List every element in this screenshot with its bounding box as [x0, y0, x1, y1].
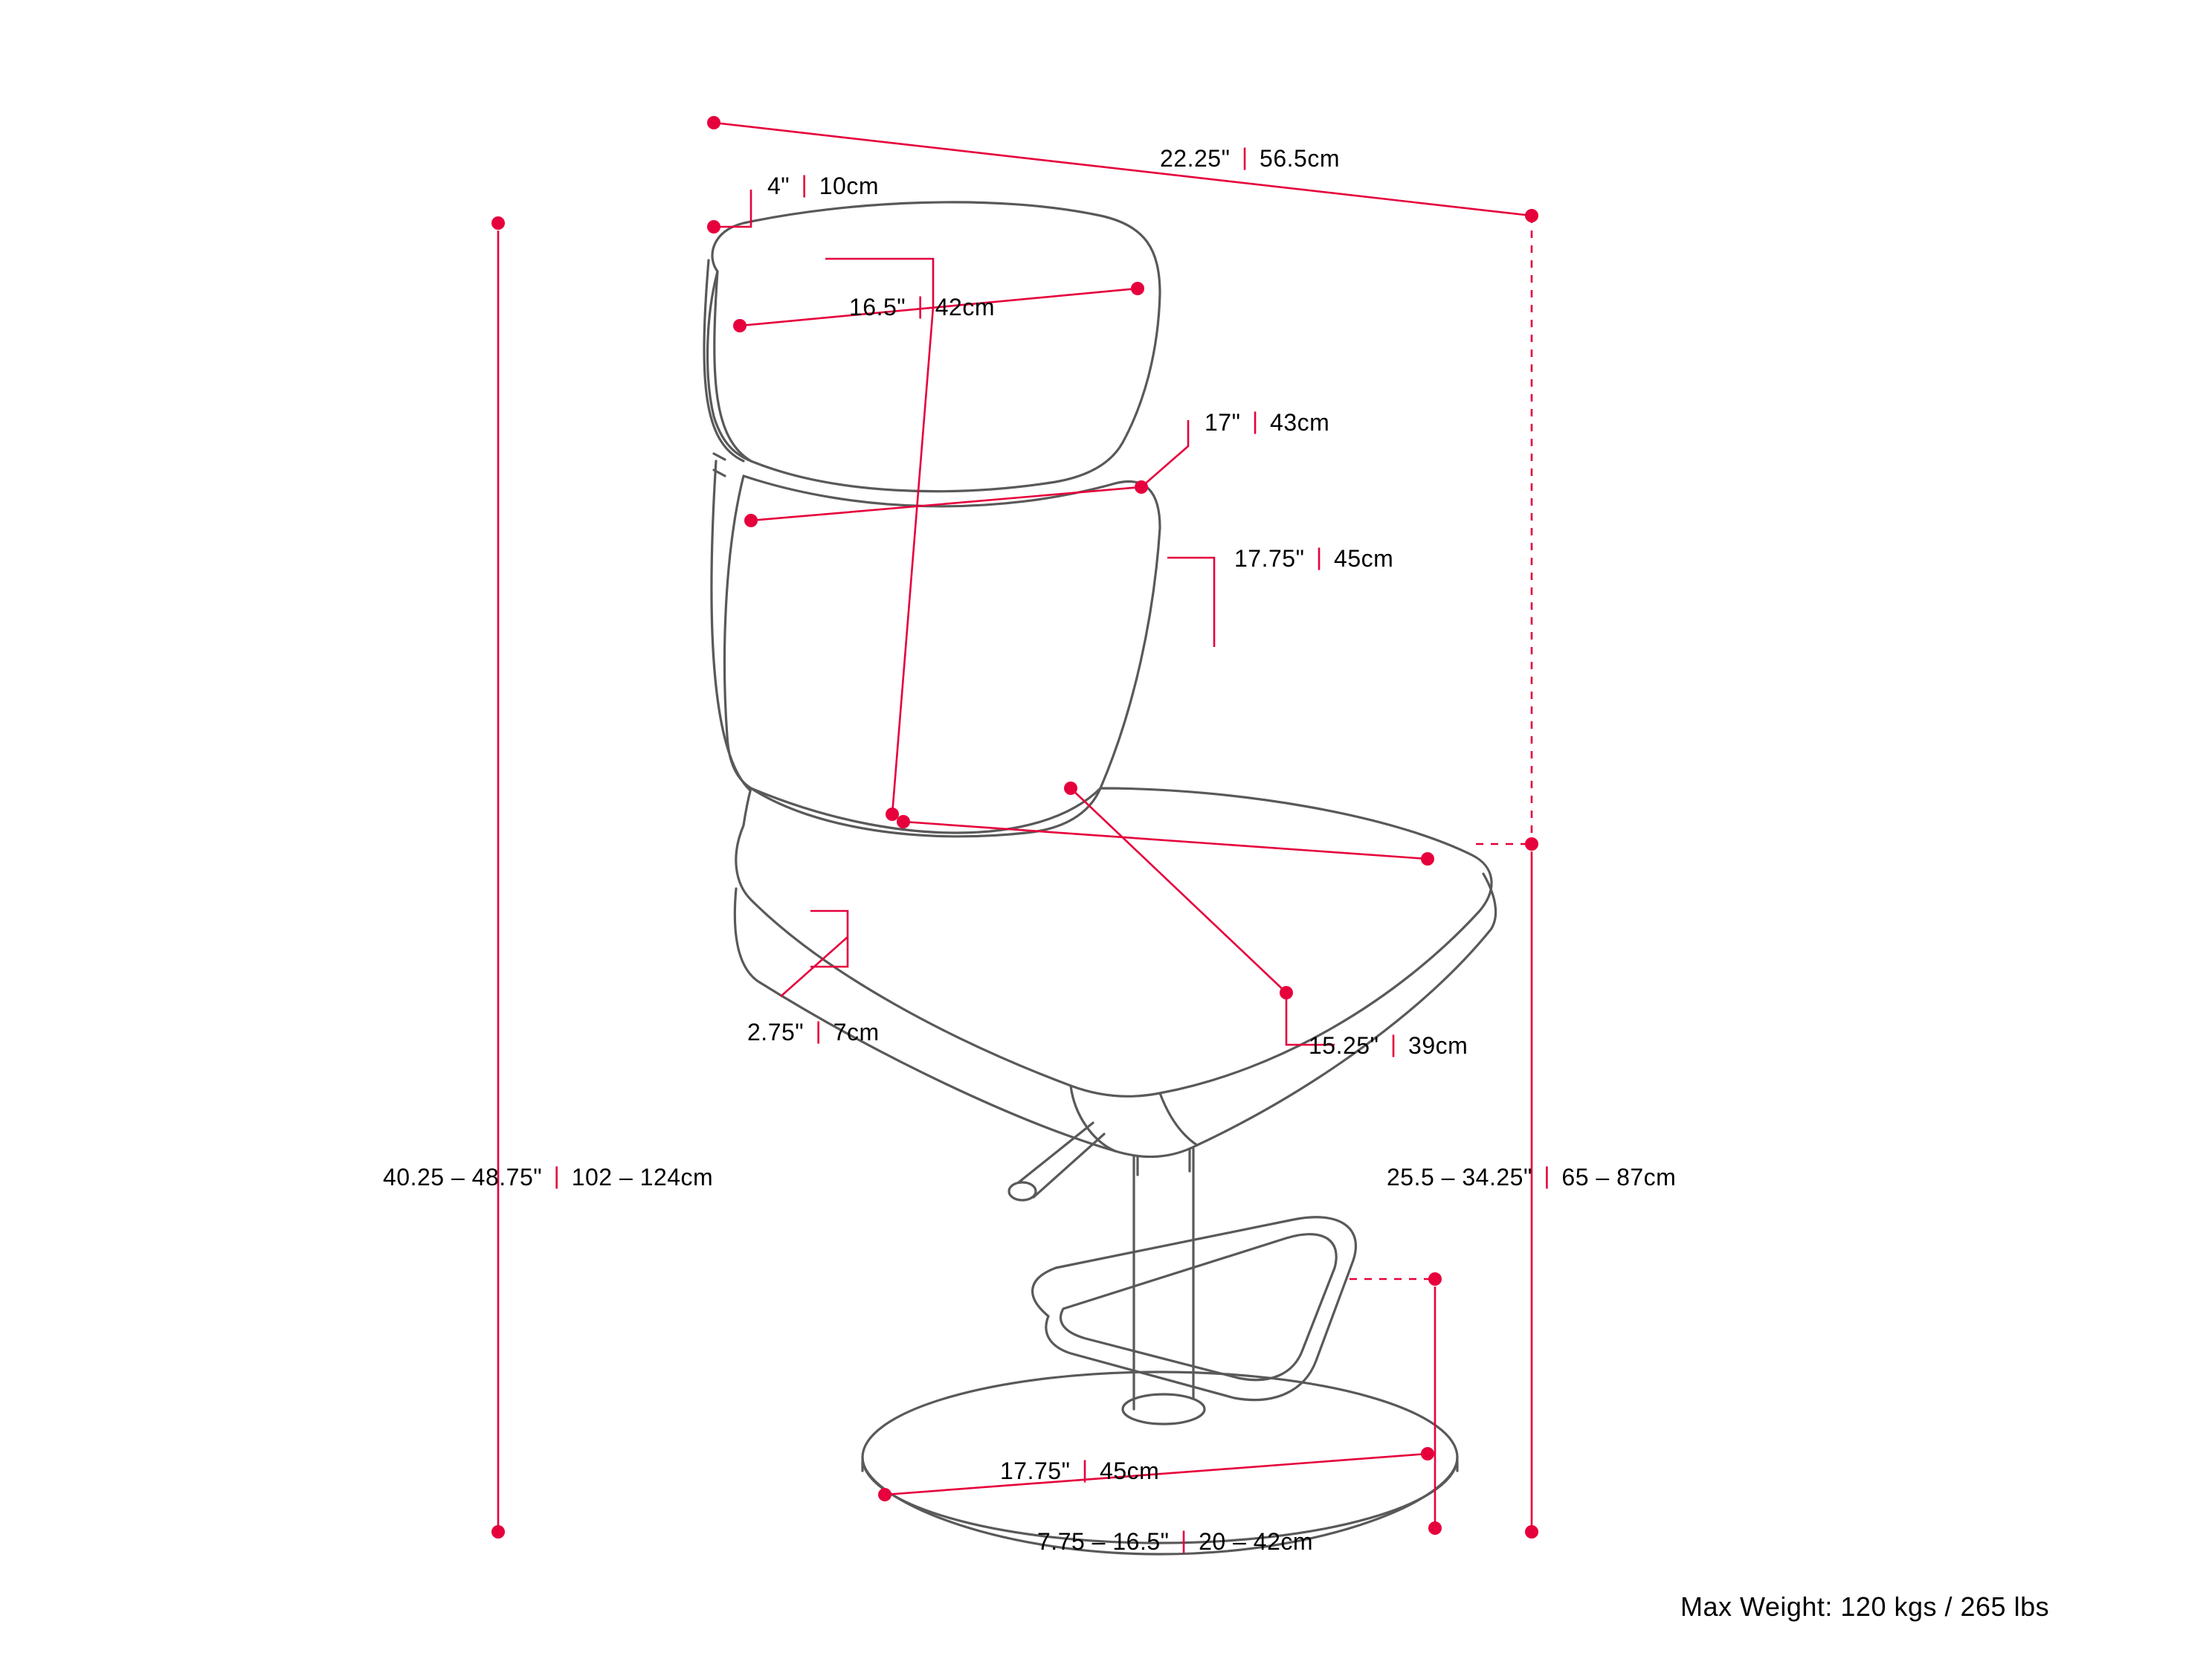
dim-seat-thickness: 2.75" | 7cm	[747, 1019, 880, 1046]
separator: |	[1252, 407, 1259, 435]
val-in: 17.75"	[1234, 545, 1304, 572]
val-cm: 20 – 42cm	[1199, 1528, 1313, 1555]
val-cm: 45cm	[1100, 1457, 1159, 1484]
separator: |	[1242, 144, 1248, 171]
separator: |	[802, 171, 808, 199]
val-in: 15.25"	[1309, 1032, 1379, 1059]
dim-back-mid-width: 17" | 43cm	[1205, 409, 1329, 437]
dim-back-width: 16.5" | 42cm	[849, 294, 995, 321]
dim-seat-width: 15.25" | 39cm	[1309, 1032, 1468, 1060]
val-in: 7.75 – 16.5"	[1037, 1528, 1170, 1555]
dim-overall-height: 40.25 – 48.75" | 102 – 124cm	[383, 1164, 713, 1191]
val-cm: 42cm	[935, 294, 995, 320]
val-cm: 45cm	[1334, 545, 1393, 572]
diagram-stage: 22.25" | 56.5cm 4" | 10cm 16.5" | 42cm 1…	[0, 0, 2212, 1659]
separator: |	[1390, 1031, 1397, 1058]
val-cm: 43cm	[1270, 409, 1329, 436]
separator: |	[1316, 544, 1323, 571]
separator: |	[918, 292, 924, 320]
separator: |	[1544, 1162, 1550, 1190]
dim-headrest-depth: 4" | 10cm	[767, 173, 879, 200]
dim-base-diameter: 17.75" | 45cm	[1000, 1457, 1159, 1485]
separator: |	[1181, 1527, 1187, 1554]
val-in: 4"	[767, 173, 790, 199]
max-weight-note: Max Weight: 120 kgs / 265 lbs	[1680, 1591, 2049, 1623]
dim-seat-depth: 17.75" | 45cm	[1234, 545, 1393, 573]
val-in: 16.5"	[849, 294, 906, 320]
val-cm: 10cm	[819, 173, 879, 199]
separator: |	[553, 1162, 560, 1190]
val-cm: 56.5cm	[1260, 145, 1340, 172]
val-cm: 7cm	[833, 1019, 880, 1046]
chair-outline	[704, 202, 1496, 1554]
separator: |	[1082, 1456, 1089, 1484]
val-in: 22.25"	[1160, 145, 1230, 172]
dim-seat-height: 25.5 – 34.25" | 65 – 87cm	[1387, 1164, 1676, 1191]
dim-top-width: 22.25" | 56.5cm	[1160, 145, 1340, 173]
val-in: 25.5 – 34.25"	[1387, 1164, 1532, 1191]
diagram-svg	[0, 0, 2212, 1659]
val-cm: 102 – 124cm	[572, 1164, 714, 1191]
val-in: 2.75"	[747, 1019, 804, 1046]
val-in: 17.75"	[1000, 1457, 1070, 1484]
val-cm: 65 – 87cm	[1561, 1164, 1676, 1191]
val-in: 40.25 – 48.75"	[383, 1164, 542, 1191]
val-cm: 39cm	[1408, 1032, 1468, 1059]
separator: |	[816, 1017, 822, 1045]
dim-footrest-height: 7.75 – 16.5" | 20 – 42cm	[1037, 1528, 1313, 1556]
val-in: 17"	[1205, 409, 1240, 436]
